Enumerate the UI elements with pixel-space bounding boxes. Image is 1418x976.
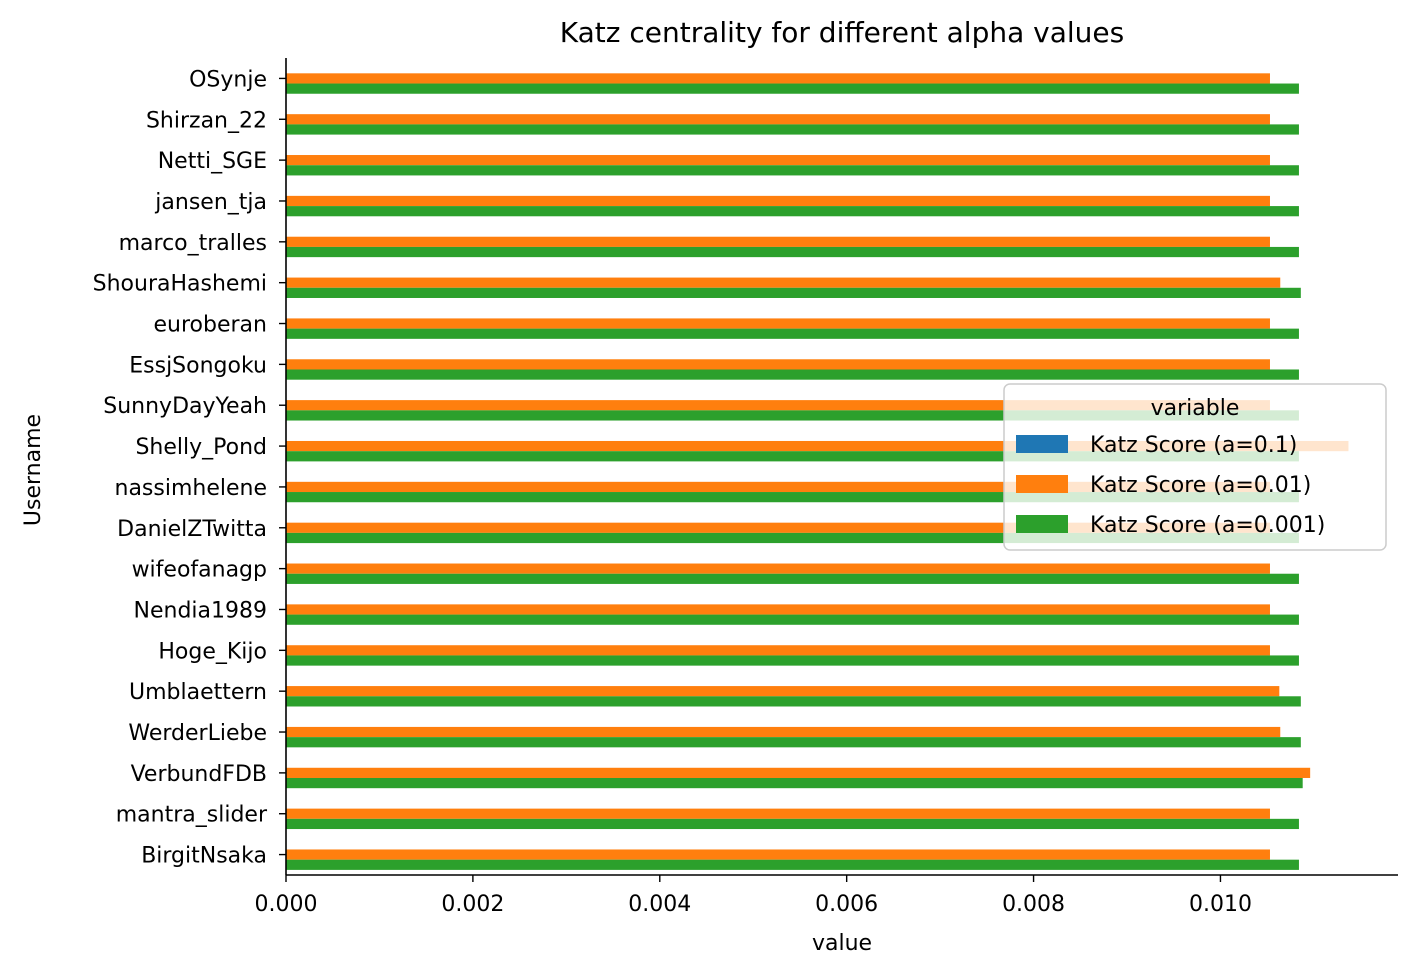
- bar-euroberan-series-3: [286, 328, 1299, 339]
- bars-group: [286, 73, 1349, 870]
- y-tick-label-Umblaettern: Umblaettern: [129, 680, 267, 705]
- x-tick-label-3: 0.006: [815, 892, 878, 917]
- y-tick-label-BirgitNsaka: BirgitNsaka: [141, 844, 267, 869]
- x-tick-label-2: 0.004: [628, 892, 691, 917]
- y-tick-label-mantra_slider: mantra_slider: [116, 803, 268, 828]
- y-axis-label: Username: [21, 414, 46, 526]
- bar-jansen_tja-series-2: [286, 195, 1270, 207]
- y-tick-label-Shelly_Pond: Shelly_Pond: [135, 435, 267, 460]
- x-tick-label-5: 0.010: [1189, 892, 1252, 917]
- x-tick-label-4: 0.008: [1002, 892, 1065, 917]
- bar-OSynje-series-2: [286, 73, 1270, 84]
- bar-nassimhelene-series-3: [286, 492, 1299, 503]
- bar-VerbundFDB-series-2: [286, 767, 1311, 778]
- bar-SunnyDayYeah-series-2: [286, 400, 1270, 411]
- legend-swatch-1: [1016, 435, 1068, 453]
- y-tick-label-DanielZTwitta: DanielZTwitta: [117, 517, 267, 542]
- bar-Shirzan_22-series-2: [286, 114, 1270, 125]
- y-ticks-group: OSynje Shirzan_22 Netti_SGE jansen_tjamarco…: [93, 67, 286, 869]
- bar-Hoge_Kijo-series-3: [286, 655, 1299, 666]
- y-tick-label-SunnyDayYeah: SunnyDayYeah: [103, 394, 267, 419]
- bar-Nendia1989-series-3: [286, 614, 1299, 625]
- bar-DanielZTwitta-series-3: [286, 532, 1299, 544]
- bar-VerbundFDB-series-3: [286, 777, 1303, 789]
- bar-EssjSongoku-series-2: [286, 359, 1270, 370]
- y-tick-label-Netti_SGE: Netti_SGE: [158, 149, 267, 174]
- bar-Shelly_Pond-series-2: [286, 440, 1349, 452]
- y-tick-label-VerbundFDB: VerbundFDB: [131, 762, 267, 787]
- y-tick-label-Nendia1989: Nendia1989: [134, 598, 267, 623]
- legend-frame: [1003, 383, 1387, 551]
- bar-mantra_slider-series-3: [286, 818, 1299, 830]
- bar-mantra_slider-series-2: [286, 808, 1270, 819]
- legend-swatch-2: [1016, 475, 1068, 493]
- bar-Umblaettern-series-3: [286, 696, 1301, 707]
- y-tick-label-OSynje: OSynje: [189, 67, 267, 92]
- y-tick-label-marco_tralles: marco_tralles: [119, 231, 267, 256]
- x-tick-label-0: 0.000: [255, 892, 318, 917]
- bar-DanielZTwitta-series-2: [286, 522, 1270, 533]
- bar-Shirzan_22-series-3: [286, 124, 1299, 135]
- legend-label-1: Katz Score (a=0.1): [1090, 433, 1297, 458]
- bar-BirgitNsaka-series-3: [286, 859, 1299, 870]
- bar-marco_tralles-series-3: [286, 246, 1299, 258]
- bar-Umblaettern-series-2: [286, 686, 1280, 697]
- bar-WerderLiebe-series-3: [286, 737, 1301, 748]
- bar-Netti_SGE-series-3: [286, 165, 1299, 176]
- bar-SunnyDayYeah-series-3: [286, 410, 1299, 421]
- bar-OSynje-series-3: [286, 83, 1299, 94]
- bar-jansen_tja-series-3: [286, 206, 1299, 217]
- bar-EssjSongoku-series-3: [286, 369, 1299, 380]
- y-tick-label-WerderLiebe: WerderLiebe: [128, 721, 267, 746]
- y-tick-label-Hoge_Kijo: Hoge_Kijo: [158, 639, 267, 664]
- y-tick-label-euroberan: euroberan: [154, 313, 267, 338]
- bar-wifeofanagp-series-2: [286, 563, 1270, 574]
- bar-Netti_SGE-series-2: [286, 155, 1270, 166]
- legend-swatch-3: [1016, 515, 1068, 533]
- legend-label-2: Katz Score (a=0.01): [1090, 473, 1311, 498]
- y-tick-label-jansen_tja: jansen_tja: [154, 190, 267, 215]
- bar-Nendia1989-series-2: [286, 604, 1270, 615]
- bar-ShouraHashemi-series-2: [286, 277, 1281, 288]
- y-tick-label-wifeofanagp: wifeofanagp: [132, 558, 267, 583]
- legend: variable Katz Score (a=0.1) Katz Score (a…: [1003, 383, 1387, 551]
- bar-Shelly_Pond-series-3: [286, 451, 1299, 462]
- bar-WerderLiebe-series-2: [286, 726, 1281, 738]
- bar-BirgitNsaka-series-2: [286, 849, 1270, 860]
- bar-wifeofanagp-series-3: [286, 573, 1299, 584]
- y-tick-label-nassimhelene: nassimhelene: [115, 476, 268, 501]
- bar-Hoge_Kijo-series-2: [286, 645, 1270, 656]
- bar-marco_tralles-series-2: [286, 236, 1270, 247]
- legend-title: variable: [1151, 396, 1240, 421]
- bar-euroberan-series-2: [286, 318, 1270, 329]
- y-tick-label-ShouraHashemi: ShouraHashemi: [93, 272, 267, 297]
- bar-nassimhelene-series-2: [286, 481, 1270, 493]
- legend-label-3: Katz Score (a=0.001): [1090, 513, 1325, 538]
- chart-title: Katz centrality for different alpha valu…: [560, 16, 1124, 49]
- bar-ShouraHashemi-series-3: [286, 287, 1301, 298]
- x-tick-label-1: 0.002: [441, 892, 504, 917]
- x-axis-label: value: [812, 931, 872, 956]
- y-tick-label-Shirzan_22: Shirzan_22: [146, 108, 267, 133]
- x-ticks-group: 0.000 0.002 0.004 0.006 0.008 0.010: [255, 875, 1252, 917]
- y-tick-label-EssjSongoku: EssjSongoku: [129, 353, 267, 378]
